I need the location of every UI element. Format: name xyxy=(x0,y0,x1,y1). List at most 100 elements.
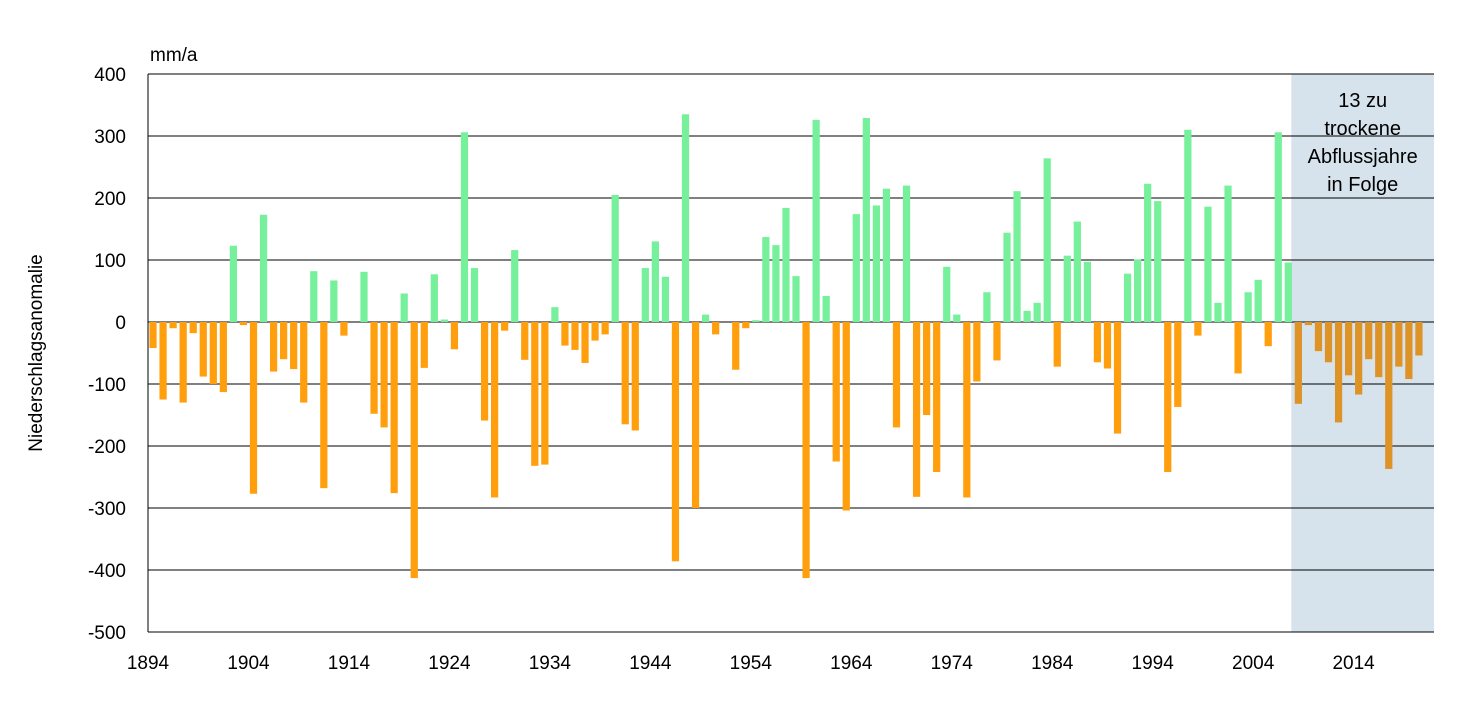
x-tick-label: 2004 xyxy=(1232,653,1275,674)
bar-1906 xyxy=(269,322,278,372)
bar-1980 xyxy=(1013,191,1021,322)
bar-1959 xyxy=(802,322,810,579)
bar-2013 xyxy=(1344,322,1353,376)
bar-1921 xyxy=(420,322,428,368)
bar-1952 xyxy=(732,322,740,370)
bar-2009 xyxy=(1304,322,1313,326)
bar-1997 xyxy=(1184,129,1192,322)
bar-1901 xyxy=(219,322,227,393)
y-tick-label: 300 xyxy=(94,127,126,148)
bar-1958 xyxy=(792,276,800,322)
x-tick-label: 1964 xyxy=(830,653,873,674)
bar-2000 xyxy=(1214,302,1222,322)
bar-1998 xyxy=(1194,322,1202,336)
bar-1916 xyxy=(370,322,378,414)
x-tick-label: 1924 xyxy=(428,653,471,674)
bar-2011 xyxy=(1324,322,1333,363)
bar-1960 xyxy=(812,119,820,322)
bar-1968 xyxy=(892,322,901,428)
bar-1996 xyxy=(1174,322,1182,407)
x-tick-label: 1974 xyxy=(931,653,974,674)
bar-1929 xyxy=(501,322,509,331)
bar-1939 xyxy=(601,322,609,335)
bar-2015 xyxy=(1365,322,1373,360)
bar-2006 xyxy=(1274,132,1282,322)
y-tick-label: -200 xyxy=(88,437,126,458)
bar-1947 xyxy=(681,114,690,322)
bar-1918 xyxy=(390,322,398,494)
bar-1910 xyxy=(310,271,318,322)
bar-1990 xyxy=(1113,322,1122,434)
x-tick-label: 1954 xyxy=(730,653,773,674)
bar-1938 xyxy=(591,322,599,341)
bar-1930 xyxy=(511,250,519,322)
bar-1900 xyxy=(209,322,217,384)
bar-1915 xyxy=(360,271,368,322)
bar-1976 xyxy=(973,322,981,382)
x-tick-label: 1904 xyxy=(227,653,270,674)
bar-1972 xyxy=(933,322,941,473)
bar-2018 xyxy=(1395,322,1403,367)
bar-1993 xyxy=(1144,183,1152,322)
bar-1895 xyxy=(159,322,167,400)
bar-1987 xyxy=(1083,261,1091,322)
bar-1922 xyxy=(430,274,438,322)
highlight-annotation-line: 13 zu xyxy=(1338,90,1387,112)
bar-2001 xyxy=(1224,185,1232,322)
y-tick-label: -100 xyxy=(88,375,126,396)
bar-1978 xyxy=(993,322,1001,361)
bar-1933 xyxy=(541,322,549,465)
y-tick-label: 200 xyxy=(94,189,126,210)
highlight-annotation-line: in Folge xyxy=(1327,174,1398,196)
y-axis-title: Niederschlagsanomalie xyxy=(26,254,47,452)
bar-2017 xyxy=(1385,322,1393,469)
bar-2005 xyxy=(1264,322,1272,347)
bar-1911 xyxy=(320,322,328,489)
bar-1924 xyxy=(450,322,459,350)
bar-1942 xyxy=(631,322,639,431)
bar-1935 xyxy=(561,322,569,346)
bar-1962 xyxy=(832,322,840,462)
bar-1970 xyxy=(912,322,921,497)
bar-1985 xyxy=(1063,255,1071,322)
bar-1903 xyxy=(239,322,248,326)
bar-1927 xyxy=(480,322,489,421)
bar-1941 xyxy=(621,322,629,425)
bar-1989 xyxy=(1103,322,1112,369)
bar-1937 xyxy=(581,322,589,363)
bar-1988 xyxy=(1093,322,1102,363)
x-tick-label: 1914 xyxy=(328,653,371,674)
bar-1966 xyxy=(872,205,881,322)
bar-1899 xyxy=(199,322,207,377)
bar-1913 xyxy=(340,322,348,336)
bar-1967 xyxy=(882,188,891,322)
bar-1986 xyxy=(1073,221,1081,322)
bar-1977 xyxy=(983,292,991,322)
bar-1945 xyxy=(661,276,670,322)
bar-1919 xyxy=(400,293,408,322)
bar-1943 xyxy=(641,268,649,322)
bar-1905 xyxy=(259,214,268,322)
bar-2007 xyxy=(1284,262,1292,322)
bar-1979 xyxy=(1003,232,1011,322)
bar-2008 xyxy=(1294,322,1302,404)
bar-1908 xyxy=(290,322,298,370)
y-tick-label: 0 xyxy=(115,313,126,334)
bar-1907 xyxy=(280,322,288,360)
bar-1944 xyxy=(651,241,659,322)
bar-2003 xyxy=(1244,292,1252,322)
bar-1902 xyxy=(229,245,238,322)
y-tick-label: 100 xyxy=(94,251,126,272)
bar-1904 xyxy=(249,322,258,494)
bar-1949 xyxy=(701,314,710,322)
bar-1975 xyxy=(963,322,971,498)
bar-2014 xyxy=(1355,322,1363,395)
bar-1983 xyxy=(1043,158,1051,322)
bar-1954 xyxy=(752,320,760,322)
x-tick-label: 1934 xyxy=(529,653,572,674)
bar-1991 xyxy=(1123,273,1132,322)
bar-1984 xyxy=(1053,322,1061,367)
bar-2002 xyxy=(1234,322,1242,374)
bar-1923 xyxy=(440,319,448,322)
bar-1948 xyxy=(691,322,700,508)
